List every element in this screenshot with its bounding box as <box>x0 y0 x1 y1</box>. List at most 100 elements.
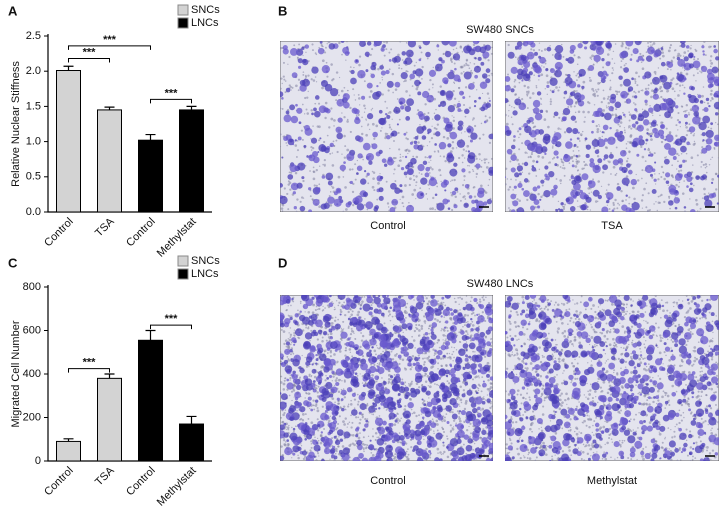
stained-cell <box>357 136 364 143</box>
stained-cell <box>521 79 524 82</box>
pore <box>365 175 368 178</box>
pore <box>478 137 481 140</box>
stained-cell <box>311 296 315 300</box>
stained-cell <box>608 105 614 112</box>
pore <box>605 189 608 191</box>
stained-cell <box>526 119 531 124</box>
stained-cell <box>592 189 600 197</box>
pore <box>372 397 375 400</box>
stained-cell <box>535 160 539 164</box>
stained-cell <box>621 94 625 98</box>
pore <box>634 82 637 85</box>
stained-cell <box>310 408 314 412</box>
pore <box>690 132 692 135</box>
stained-cell <box>511 209 516 212</box>
pore <box>511 123 514 126</box>
pore <box>348 459 351 461</box>
pore <box>333 119 336 122</box>
pore <box>387 329 390 332</box>
pore <box>406 70 409 73</box>
pore <box>549 45 551 47</box>
pore <box>375 380 378 383</box>
pore <box>472 170 475 172</box>
pore <box>688 113 691 116</box>
pore <box>411 412 414 415</box>
stained-cell <box>448 41 457 47</box>
pore <box>288 181 292 185</box>
pore <box>446 353 448 355</box>
pore <box>433 354 435 357</box>
pore <box>382 41 386 43</box>
stained-cell <box>482 382 487 388</box>
pore <box>647 84 650 87</box>
pore <box>616 93 619 96</box>
stained-cell <box>459 90 464 96</box>
pore <box>570 105 573 108</box>
pore <box>324 116 327 120</box>
pore <box>469 62 471 64</box>
stained-cell <box>382 380 387 386</box>
pore <box>383 407 385 409</box>
stained-cell <box>547 135 551 138</box>
pore <box>557 200 560 203</box>
pore <box>575 162 579 165</box>
stained-cell <box>698 121 707 131</box>
pore <box>471 324 475 327</box>
pore <box>453 82 456 85</box>
pore <box>490 401 493 403</box>
pore <box>304 147 306 149</box>
pore <box>397 421 399 424</box>
pore <box>428 324 432 328</box>
pore <box>337 445 340 448</box>
pore <box>454 195 457 199</box>
pore <box>710 61 714 65</box>
pore <box>614 174 617 177</box>
pore <box>509 160 512 163</box>
pore <box>475 176 478 178</box>
stained-cell <box>614 101 622 109</box>
pore <box>360 125 363 128</box>
pore <box>331 152 334 154</box>
pore <box>569 179 571 181</box>
pore <box>352 204 355 207</box>
stained-cell <box>506 148 513 155</box>
pore <box>282 330 286 333</box>
pore <box>426 145 428 147</box>
stained-cell <box>574 129 577 132</box>
pore <box>491 303 493 306</box>
pore <box>647 41 650 44</box>
stained-cell <box>403 132 407 136</box>
stained-cell <box>315 299 323 307</box>
pore <box>485 296 487 299</box>
stained-cell <box>308 209 313 212</box>
stained-cell <box>630 178 637 186</box>
pore <box>644 102 648 106</box>
stained-cell <box>434 63 443 72</box>
pore <box>421 78 423 80</box>
stained-cell <box>523 178 529 183</box>
pore <box>427 295 430 297</box>
pore <box>512 189 514 191</box>
pore <box>362 158 365 161</box>
pore <box>411 167 413 169</box>
pore <box>300 443 302 445</box>
pore <box>527 91 530 94</box>
pore <box>346 120 349 123</box>
pore <box>280 107 282 110</box>
stained-cell <box>427 128 432 134</box>
pore <box>397 413 399 415</box>
stained-cell <box>384 426 390 431</box>
pore <box>521 53 523 56</box>
pore <box>405 455 409 459</box>
stained-cell <box>611 209 615 212</box>
stained-cell <box>548 170 555 178</box>
pore <box>592 63 595 65</box>
pore <box>491 382 493 385</box>
pore <box>543 48 547 51</box>
pore <box>491 74 493 77</box>
pore <box>356 403 360 406</box>
pore <box>462 125 464 127</box>
stained-cell <box>645 55 653 62</box>
pore <box>334 306 336 308</box>
pore <box>294 144 298 147</box>
